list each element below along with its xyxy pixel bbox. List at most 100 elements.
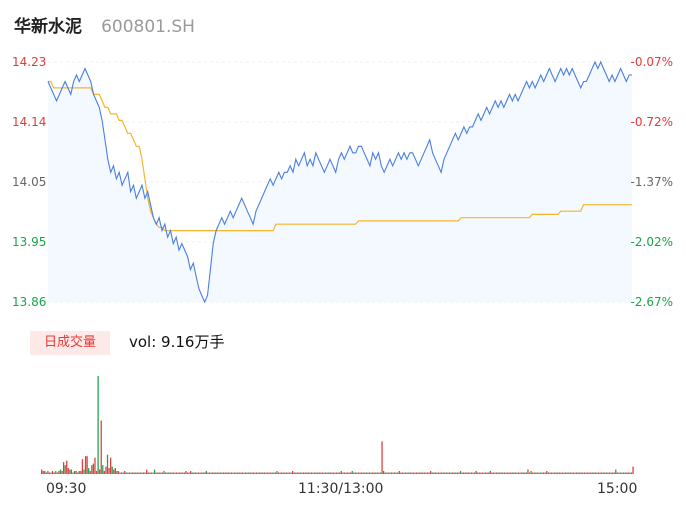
left-tick-label: 13.86 (12, 295, 46, 309)
volume-bar (83, 469, 85, 474)
volume-bar (102, 465, 104, 474)
volume-bar (205, 471, 207, 474)
volume-bar (188, 472, 190, 474)
volume-bar (309, 472, 311, 474)
volume-bar (406, 472, 408, 474)
volume-bar (464, 472, 466, 474)
volume-bar (50, 472, 52, 474)
volume-bar (81, 459, 84, 474)
volume-bar (378, 472, 380, 474)
volume-bar (390, 472, 393, 474)
volume-bar (299, 472, 302, 474)
volume-bar (345, 472, 347, 474)
volume-bar (500, 472, 502, 474)
volume-bar (248, 472, 250, 474)
volume-bar (510, 472, 512, 474)
price-line (47, 60, 632, 304)
volume-bar (237, 472, 239, 474)
volume-bar (230, 472, 233, 474)
volume-bar (144, 472, 146, 474)
volume-bar (147, 472, 149, 474)
volume-bar (329, 472, 331, 474)
volume-bar (131, 472, 134, 474)
volume-bar (473, 472, 476, 474)
volume-bar (422, 472, 424, 474)
volume-bar (175, 472, 178, 474)
volume-bar (51, 471, 54, 474)
volume-bar (260, 472, 262, 474)
average-price-line (48, 80, 632, 232)
volume-bar (202, 472, 204, 474)
volume-bar (541, 472, 543, 474)
volume-bar (616, 472, 618, 474)
volume-bar (222, 472, 225, 474)
volume-bar (497, 472, 499, 474)
volume-bar (401, 472, 404, 474)
volume-bar (262, 472, 264, 474)
volume-bar (411, 472, 413, 474)
volume-bar (219, 472, 222, 474)
volume-bar (41, 469, 43, 474)
volume-bar (199, 472, 201, 474)
volume-bar (177, 472, 179, 474)
volume-bar (574, 472, 576, 474)
volume-bar (171, 472, 173, 474)
volume-bar (514, 472, 517, 474)
volume-bar (558, 472, 560, 474)
volume-bar (359, 472, 361, 474)
volume-bar (577, 472, 579, 474)
volume-bar (271, 472, 273, 474)
volume-bar (608, 472, 611, 474)
volume-bar (91, 465, 93, 474)
time-label-midday: 11:30/13:00 (298, 481, 384, 497)
volume-bar (127, 472, 129, 474)
volume-bar (265, 472, 267, 474)
volume-bar (448, 472, 451, 474)
volume-bar (61, 471, 63, 474)
volume-bar (522, 472, 524, 474)
volume-bar (157, 472, 159, 474)
volume-bar (290, 472, 292, 474)
volume-bar (408, 472, 410, 474)
volume-bar (88, 468, 90, 474)
volume-value: vol: 9.16万手 (129, 333, 225, 351)
volume-bar (183, 472, 186, 474)
volume-bar (389, 472, 391, 474)
volume-bar (601, 472, 603, 474)
volume-bar (238, 472, 240, 474)
volume-bar (163, 471, 165, 474)
volume-bar (382, 471, 385, 474)
volume-bar (495, 472, 498, 474)
volume-bar (168, 472, 170, 474)
volume-bar (506, 472, 509, 474)
stock-header: 华新水泥 600801.SH (14, 12, 195, 40)
volume-bar (67, 468, 69, 474)
volume-bar (381, 441, 383, 474)
volume-bar (346, 472, 349, 474)
volume-bar (478, 472, 480, 474)
volume-bar (590, 472, 592, 474)
volume-bars (41, 376, 634, 474)
volume-bar (546, 471, 548, 474)
volume-bar (94, 457, 96, 474)
volume-bar (564, 472, 567, 474)
volume-bar (417, 472, 419, 474)
volume-bar (499, 472, 501, 474)
volume-bar (437, 472, 440, 474)
volume-bar (430, 471, 432, 474)
volume-bar (273, 472, 275, 474)
volume-bar (315, 472, 317, 474)
volume-bar (434, 472, 437, 474)
volume-bar (106, 454, 109, 474)
volume-bar (97, 376, 99, 474)
volume-bar (629, 472, 631, 474)
volume-bar (53, 472, 55, 474)
volume-bar (353, 472, 355, 474)
volume-bar (508, 472, 510, 474)
volume-bar (66, 460, 68, 474)
volume-bar (365, 472, 367, 474)
volume-bar (502, 472, 504, 474)
volume-bar (285, 472, 287, 474)
volume-bar (307, 472, 309, 474)
volume-bar (423, 472, 426, 474)
